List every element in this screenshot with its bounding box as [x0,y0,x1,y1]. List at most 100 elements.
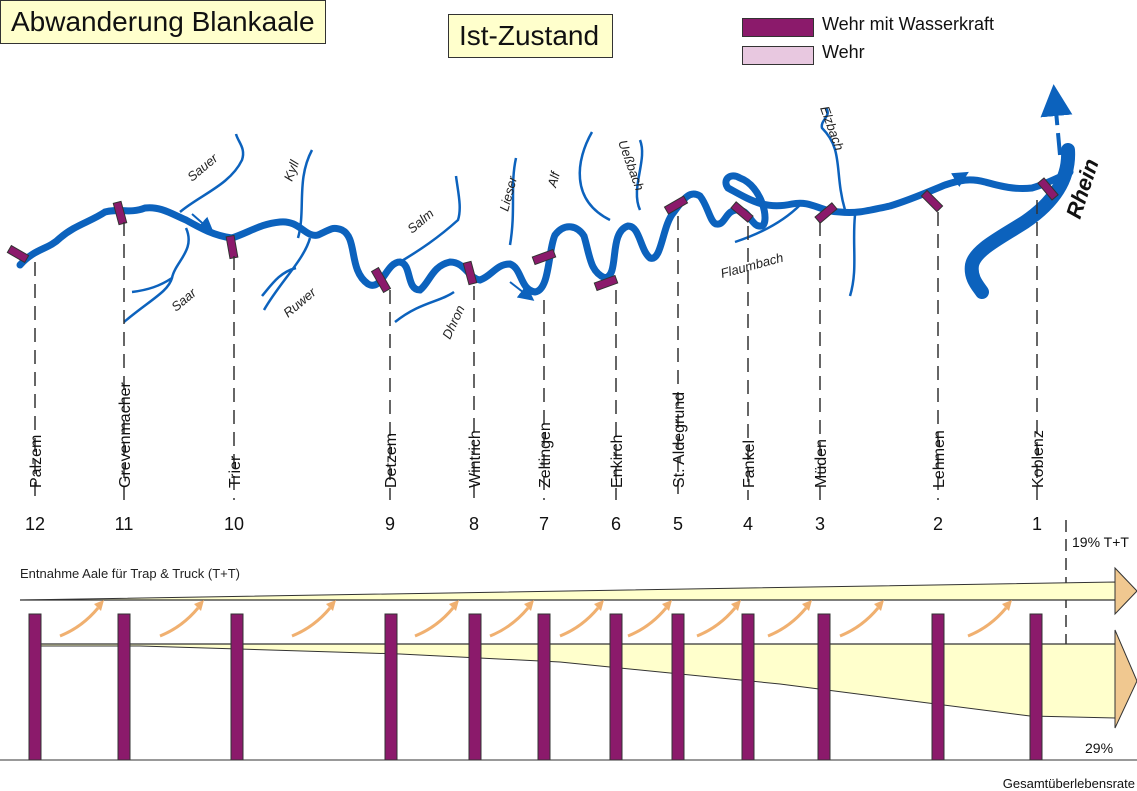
tributary-elzbach [820,107,847,211]
station-names: Palzem Grevenmacher Trier Detzem Wintric… [28,382,1047,488]
station-name-5: St. Aldegrund [671,392,688,488]
tributary-ruwer [262,237,312,311]
station-name-8: Wintrich [467,430,484,488]
tributary-kyll [296,149,314,239]
tributary-label-flaumbach: Flaumbach [719,250,785,281]
tributary-label-ruwer: Ruwer [280,284,319,320]
flow-arrow [509,281,535,301]
bypass-arrowhead [194,600,204,611]
schematic-weir-9 [384,613,398,761]
station-num-11: 11 [115,514,134,534]
legend-label-hydropower-weir: Wehr mit Wasserkraft [822,14,995,34]
bypass-arrowhead [1002,600,1012,611]
bypass-arrowhead [731,600,741,611]
schematic-weir-2 [931,613,945,761]
survival-band [39,643,1116,719]
schematic-weir-6 [609,613,623,761]
tributary-label-dhron: Dhron [439,303,468,341]
tributary-flaumbach [734,204,801,244]
river-weir-5 [663,195,689,215]
bypass-arrowhead [326,600,336,611]
schematic-weirs [28,613,1043,761]
river-weir-1 [1037,177,1059,201]
river-weir-3 [814,202,838,224]
station-num-10: 10 [224,514,244,534]
bypass-arrowhead [449,600,459,611]
bypass-arrowhead [94,600,104,611]
tributary-label-saar: Saar [168,285,199,315]
trap-truck-wedge [19,581,1116,601]
rhein-river [964,143,1076,299]
station-num-8: 8 [469,514,479,534]
bypass-arrow [414,607,455,638]
station-name-10: Trier [227,455,244,488]
station-num-2: 2 [933,514,943,534]
river-weir-12 [6,244,30,264]
bypass-arrowhead [662,600,672,611]
tributary-sauer [179,133,245,213]
bypass-arrow [559,607,600,638]
bypass-arrowhead [874,600,884,611]
station-num-9: 9 [385,514,395,534]
tributary-label-sauer: Sauer [184,150,221,184]
tributary-label-kyll: Kyll [281,157,303,183]
flow-arrow [191,213,215,234]
page-title: Abwanderung Blankaale [0,0,326,44]
schematic-weir-1 [1029,613,1043,761]
schematic-weir-10 [230,613,244,761]
station-num-3: 3 [815,514,825,534]
schematic-weir-4 [741,613,755,761]
trap-truck-label: Entnahme Aale für Trap & Truck (T+T) [20,566,240,581]
schematic-weir-8 [468,613,482,761]
river-weir-4 [730,201,754,223]
bypass-arrowhead [802,600,812,611]
trap-truck-arrowhead [1114,566,1137,616]
river-weir-6 [593,274,619,292]
schematic-weir-5 [671,613,685,761]
river-weirs [6,177,1059,294]
bypass-arrow [767,607,808,638]
flow-arrow [941,171,969,189]
rhein-flow-arrow [1040,84,1073,156]
tributary-saar-branch [131,276,173,294]
station-guides [34,200,1038,500]
station-name-4: Fankel [741,440,758,488]
survival-arrowhead [1114,629,1137,729]
schematic-weir-7 [537,613,551,761]
station-numbers: 12 11 10 9 8 7 6 5 4 3 2 1 [25,514,1042,534]
bypass-arrow [159,607,200,638]
bypass-arrow [627,607,668,638]
station-name-2: Lehmen [931,430,948,488]
tributaries [123,107,857,323]
station-name-1: Koblenz [1030,430,1047,488]
station-num-4: 4 [743,514,753,534]
station-name-6: Enkirch [609,435,626,488]
bypass-arrow [967,607,1008,638]
trap-truck-value: 19% T+T [1072,534,1129,550]
tributary-label-salm: Salm [404,206,436,237]
river-weir-9 [370,266,392,294]
survival-value: 29% [1085,740,1113,756]
river-weir-7 [531,248,557,266]
river-weir-2 [920,189,944,213]
bypass-arrow [696,607,737,638]
bypass-arrow [839,607,880,638]
bypass-arrowheads [94,600,1012,611]
bypass-arrowhead [524,600,534,611]
schematic-weir-3 [817,613,831,761]
station-name-3: Müden [813,439,830,488]
tributary-minor [848,214,857,297]
river-weir-8 [462,260,478,286]
legend-label-weir: Wehr [822,42,865,62]
tributary-uessbach [635,139,644,211]
legend-swatch-hydropower-weir [742,18,814,37]
station-name-12: Palzem [28,435,45,488]
main-river [16,168,1074,296]
bypass-arrow [291,607,332,638]
station-name-11: Grevenmacher [117,382,134,488]
station-num-6: 6 [611,514,621,534]
bypass-arrow [59,607,100,638]
schematic-weir-12 [28,613,42,761]
bypass-arrow [489,607,530,638]
